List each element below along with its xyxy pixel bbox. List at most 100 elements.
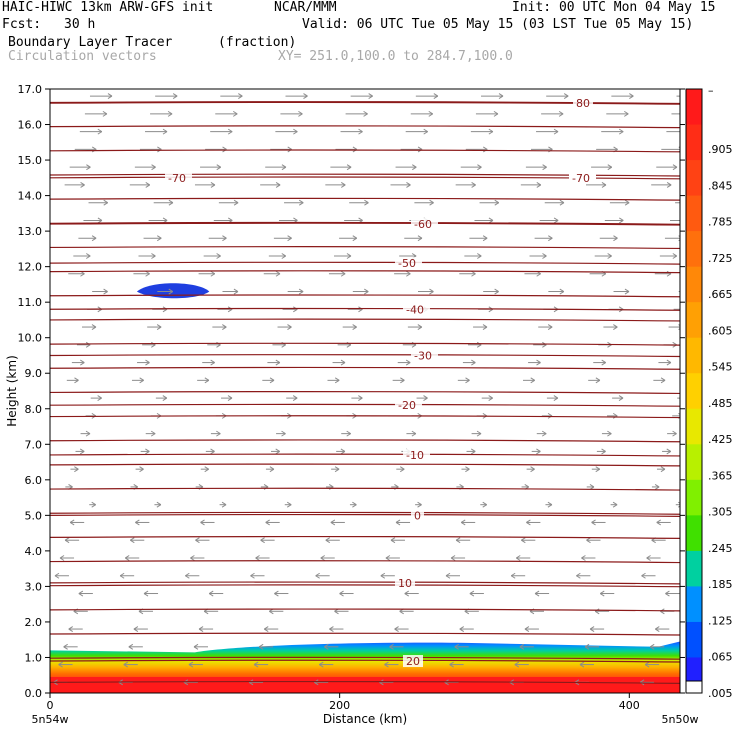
- wind-vector-head: [364, 199, 369, 204]
- wind-vector-head: [553, 395, 559, 399]
- wind-vector-head: [482, 324, 488, 328]
- wind-vector-head: [227, 397, 233, 402]
- wind-vector-head: [190, 555, 195, 559]
- wind-vector-head: [334, 466, 340, 470]
- wind-vector-head: [429, 202, 434, 206]
- wind-vector-head: [97, 395, 102, 399]
- wind-vector-head: [542, 255, 547, 259]
- wind-vector-head: [612, 504, 618, 508]
- wind-vector-head: [542, 344, 547, 348]
- wind-vector-head: [68, 626, 73, 630]
- wind-vector-head: [210, 450, 215, 455]
- wind-vector-head: [263, 484, 269, 488]
- wind-vector-head: [619, 220, 624, 224]
- y-tick-label: 4.0: [25, 545, 43, 558]
- colorbar-label: .905: [708, 143, 733, 156]
- cross-section-coordinates: XY= 251.0,100.0 to 284.7,100.0: [278, 49, 513, 64]
- field-name: Boundary Layer Tracer: [8, 35, 173, 50]
- wind-vector-head: [417, 237, 423, 242]
- wind-vector-head: [298, 291, 304, 295]
- wind-vector-head: [394, 626, 399, 630]
- colorbar-label: .305: [708, 506, 733, 519]
- wind-vector-head: [514, 661, 520, 666]
- wind-vector-head: [193, 643, 199, 648]
- wind-vector-head: [346, 253, 352, 257]
- wind-vector-head: [80, 359, 85, 364]
- wind-vector-head: [168, 288, 174, 292]
- contour-label: 80: [576, 97, 590, 110]
- wind-vector-head: [429, 288, 434, 292]
- wind-vector-head: [601, 362, 606, 366]
- wind-vector-head: [293, 128, 298, 133]
- wind-vector-head: [275, 273, 281, 277]
- wind-vector-head: [79, 450, 85, 455]
- wind-vector-head: [216, 255, 221, 259]
- contour-label: 0: [414, 509, 421, 522]
- wind-vector-head: [68, 484, 73, 488]
- wind-vector-head: [59, 557, 65, 561]
- wind-vector-head: [471, 273, 476, 277]
- wind-vector-head: [221, 504, 227, 508]
- wind-vector-head: [655, 628, 660, 632]
- wind-vector-head: [139, 377, 144, 381]
- wind-vector-head: [145, 359, 150, 364]
- wind-vector-head: [232, 113, 238, 117]
- organization-label: NCAR/MMM: [274, 0, 337, 15]
- wind-vector-head: [515, 557, 521, 561]
- wind-vector-head: [221, 501, 227, 506]
- wind-vector-head: [534, 590, 540, 594]
- wind-vector-head: [607, 344, 612, 348]
- wind-vector-head: [358, 217, 363, 221]
- contour-line: [50, 463, 680, 467]
- wind-vector-head: [274, 590, 279, 594]
- contour-line: [50, 415, 680, 419]
- wind-vector-head: [293, 131, 298, 135]
- wind-vector-head: [162, 395, 168, 399]
- wind-vector-head: [547, 501, 553, 506]
- wind-vector-head: [97, 308, 103, 313]
- wind-vector-head: [445, 575, 451, 579]
- x-axis-label: Distance (km): [323, 712, 407, 726]
- wind-vector-head: [91, 146, 97, 150]
- wind-vector-head: [216, 166, 222, 171]
- y-tick-label: 0.0: [25, 687, 43, 700]
- wind-vector-head: [133, 626, 139, 630]
- wind-vector-head: [263, 628, 269, 632]
- wind-vector-head: [494, 291, 499, 295]
- wind-vector-head: [334, 377, 340, 381]
- wind-vector-head: [358, 131, 363, 135]
- wind-vector-head: [133, 484, 138, 488]
- wind-vector-head: [340, 270, 346, 275]
- wind-vector-head: [74, 379, 79, 384]
- wind-vector-head: [281, 344, 286, 348]
- overlay-name: Circulation vectors: [8, 49, 157, 64]
- wind-vector-head: [411, 253, 417, 257]
- wind-vector-head: [455, 537, 461, 541]
- wind-vector-head: [80, 362, 85, 366]
- wind-vector-head: [624, 110, 629, 115]
- wind-vector-head: [352, 146, 358, 150]
- wind-vector-head: [624, 291, 630, 295]
- wind-vector-head: [135, 522, 140, 526]
- wind-vector-head: [666, 448, 672, 452]
- wind-vector-head: [547, 326, 553, 330]
- wind-vector-head: [364, 288, 369, 292]
- wind-vector-head: [601, 450, 606, 455]
- contour-line: [50, 294, 680, 298]
- wind-vector-head: [368, 95, 373, 100]
- wind-vector-head: [139, 466, 144, 470]
- wind-vector-head: [227, 308, 233, 313]
- wind-vector-head: [298, 113, 303, 117]
- wind-vector-head: [494, 288, 499, 292]
- wind-vector-head: [74, 468, 79, 473]
- contour-line-labeled: [50, 222, 680, 226]
- wind-vector-head: [394, 484, 399, 488]
- wind-vector-head: [465, 468, 470, 473]
- wind-vector-head: [339, 590, 344, 594]
- y-tick-label: 8.0: [25, 403, 43, 416]
- contour-label-bg: [165, 171, 192, 184]
- wind-vector-head: [654, 486, 660, 490]
- wind-vector-head: [86, 255, 91, 259]
- wind-vector-head: [346, 164, 352, 168]
- wind-vector-head: [79, 448, 85, 452]
